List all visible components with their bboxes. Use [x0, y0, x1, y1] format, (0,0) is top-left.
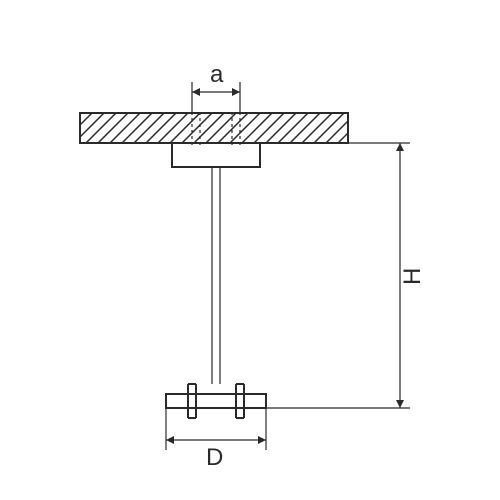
dim-label-a: a: [210, 61, 224, 88]
technical-diagram: a D H: [0, 0, 500, 500]
dim-label-d: D: [206, 444, 223, 471]
dim-label-h: H: [399, 268, 426, 285]
